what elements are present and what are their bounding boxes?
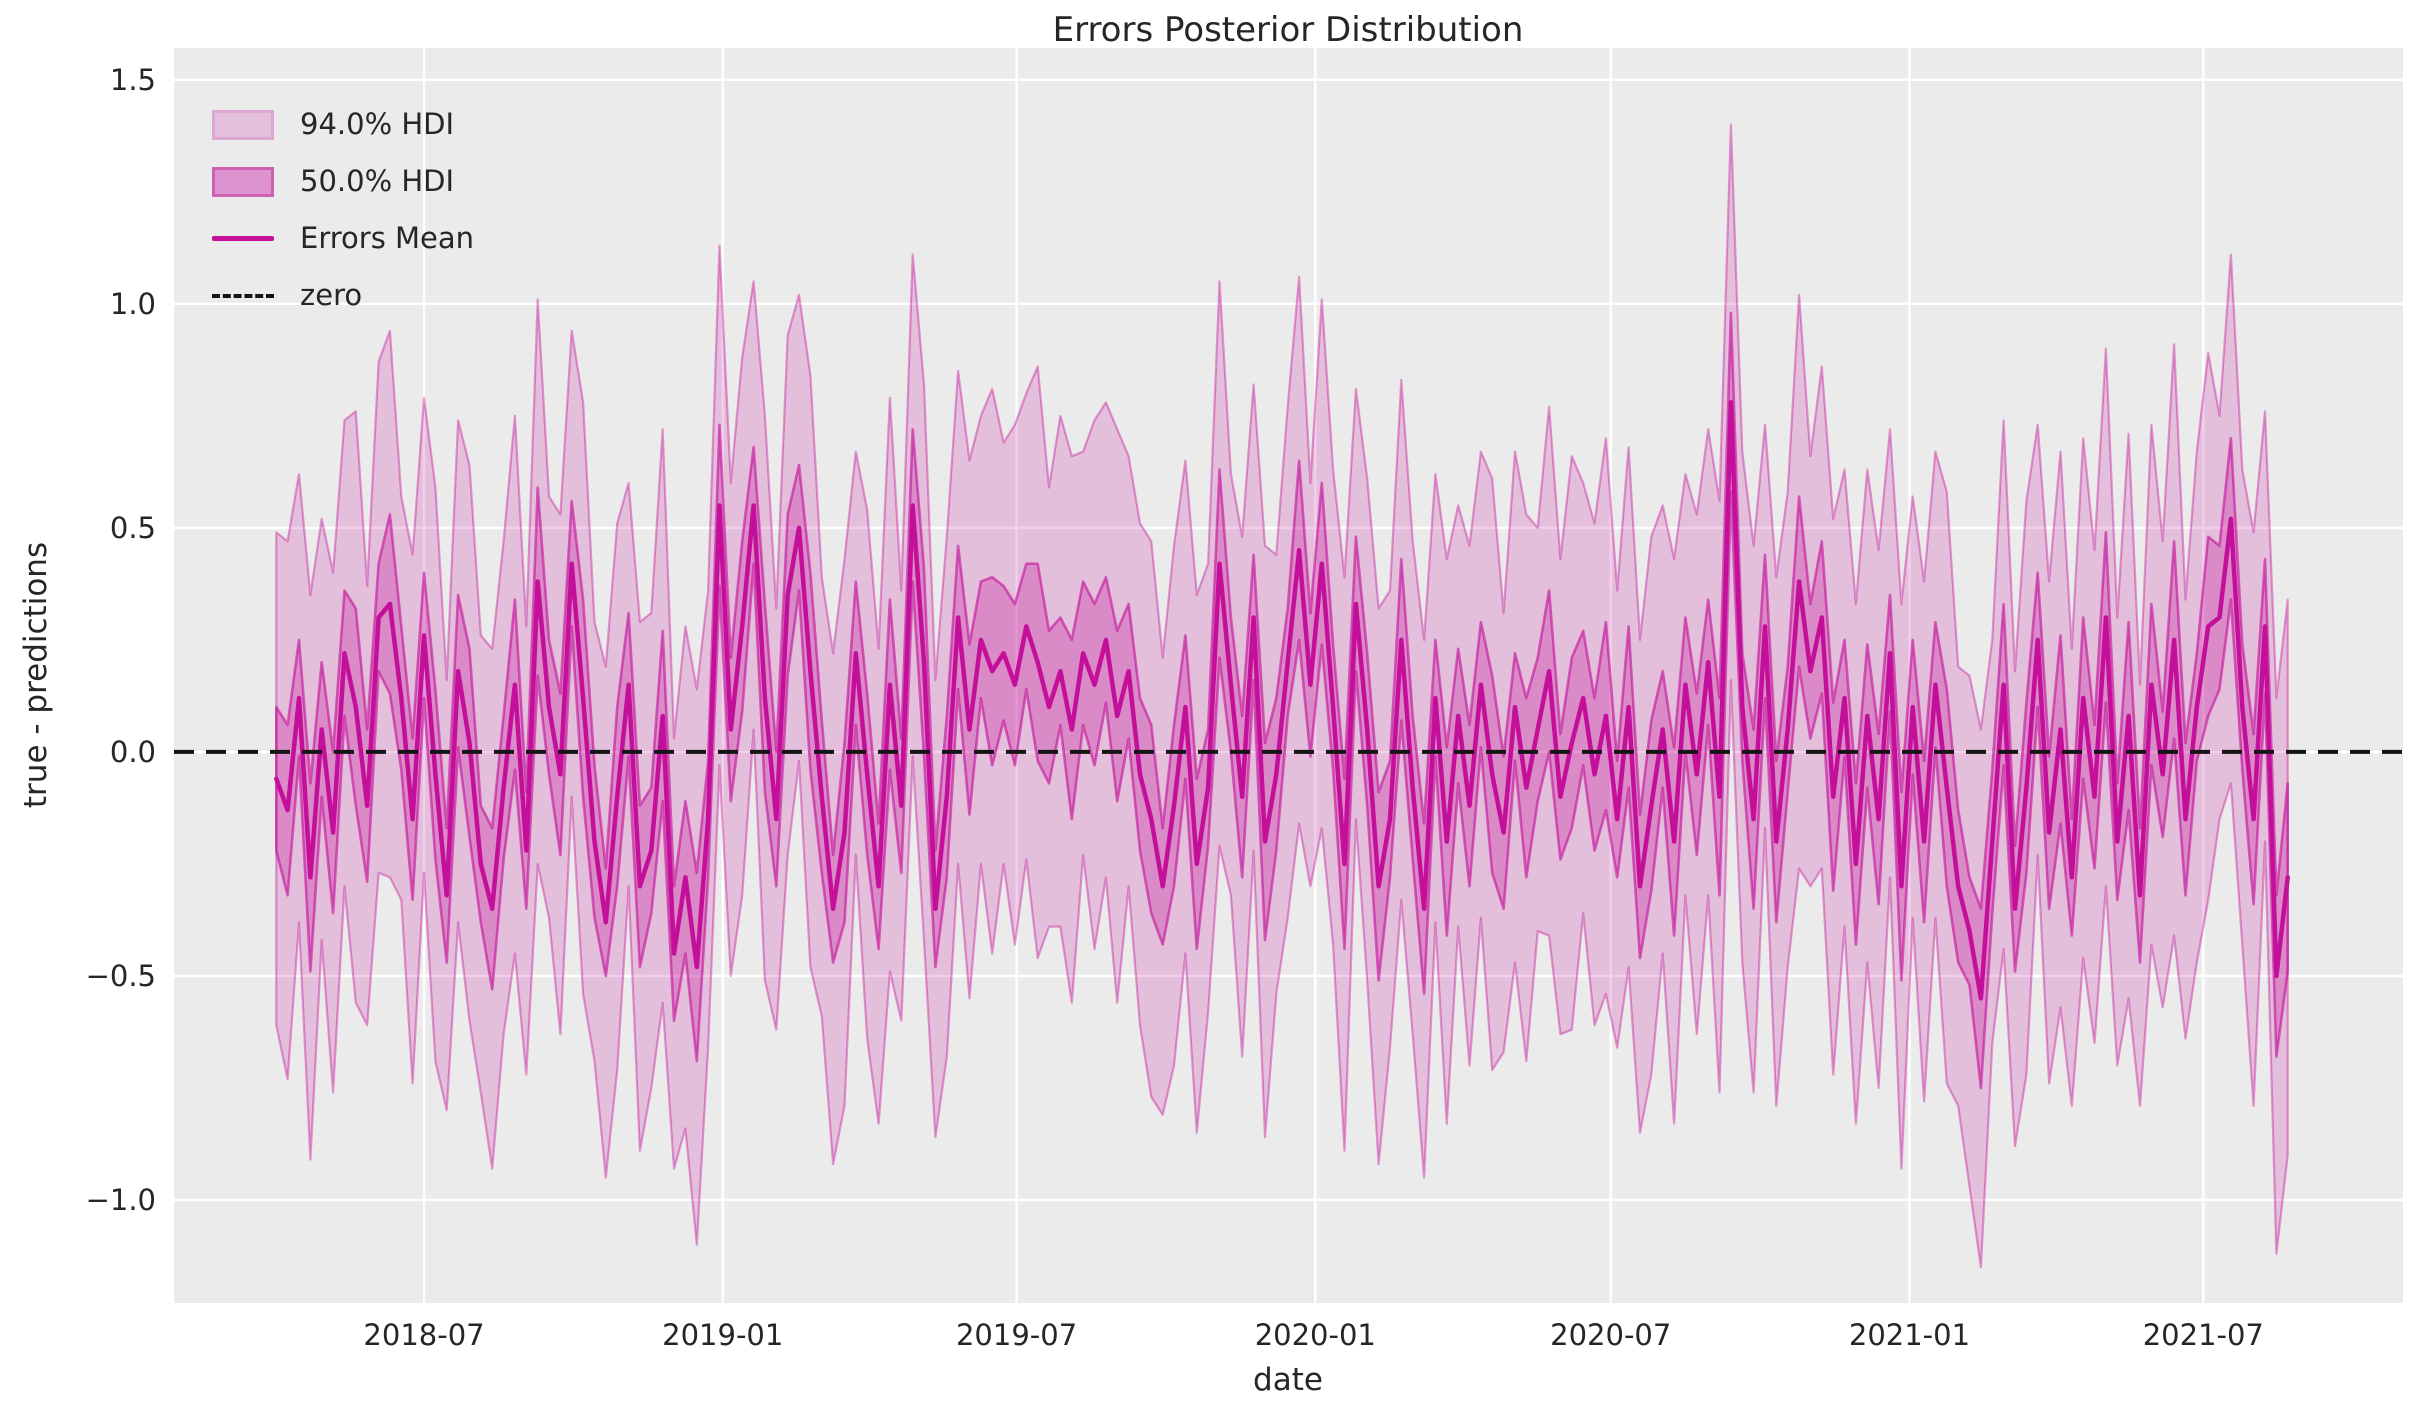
legend: 94.0% HDI 50.0% HDI Errors Mean zero: [212, 96, 474, 324]
errors-mean-line-sample: [212, 236, 274, 241]
legend-row-hdi50: 50.0% HDI: [212, 153, 474, 210]
legend-label-hdi94: 94.0% HDI: [300, 107, 455, 141]
y-tick-label: 0.5: [110, 511, 156, 545]
x-tick-label: 2019-01: [662, 1318, 783, 1352]
y-tick-label: 1.0: [110, 287, 156, 321]
hdi94-band: [275, 123, 2289, 1269]
y-tick-label: 0.0: [110, 735, 156, 769]
chart-title: Errors Posterior Distribution: [1052, 10, 1524, 50]
legend-label-zero: zero: [300, 278, 363, 312]
legend-label-hdi50: 50.0% HDI: [300, 164, 455, 198]
errors-mean-line: [274, 400, 2290, 1001]
hdi50-swatch: [212, 166, 274, 197]
x-tick-label: 2020-01: [1255, 1318, 1376, 1352]
legend-row-mean: Errors Mean: [212, 210, 474, 267]
y-tick-label: 1.5: [110, 63, 156, 97]
y-axis-label: true - predictions: [18, 541, 54, 809]
y-tick-label: −0.5: [86, 959, 156, 993]
x-tick-label: 2021-07: [2143, 1318, 2264, 1352]
hdi94-swatch: [212, 109, 274, 140]
y-tick-label: −1.0: [86, 1183, 156, 1217]
x-tick-label: 2021-01: [1849, 1318, 1970, 1352]
legend-row-zero: zero: [212, 267, 474, 324]
x-tick-label: 2018-07: [363, 1318, 484, 1352]
legend-row-hdi94: 94.0% HDI: [212, 96, 474, 153]
zero-line-sample: [212, 293, 274, 298]
x-tick-label: 2020-07: [1550, 1318, 1671, 1352]
x-axis-label: date: [1253, 1362, 1323, 1398]
x-tick-label: 2019-07: [956, 1318, 1077, 1352]
legend-label-mean: Errors Mean: [300, 221, 475, 255]
